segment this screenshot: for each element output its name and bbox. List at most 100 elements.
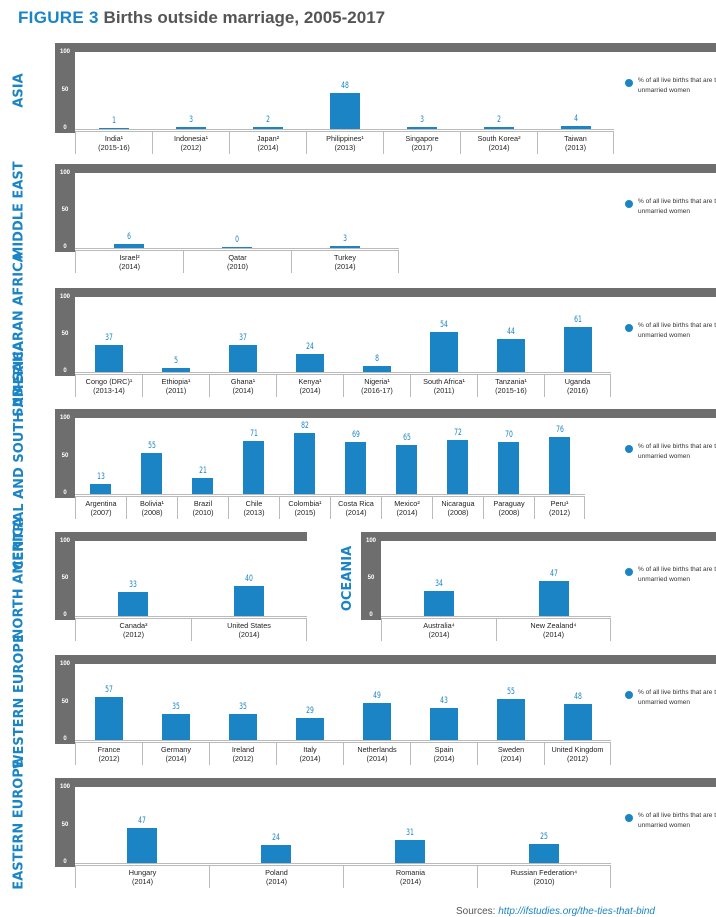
category-year: (2008) xyxy=(447,508,469,517)
bar-sub-saharan-africa xyxy=(496,339,525,372)
category-label: Paraguay (2008) xyxy=(483,497,534,519)
bar-sub-saharan-africa xyxy=(161,368,190,372)
category-label: Philippines¹ (2013) xyxy=(306,132,383,154)
bar-asia xyxy=(560,125,591,129)
legend: % of all live births that are to unmarri… xyxy=(625,811,716,831)
region-label-text: MIDDLE EAST xyxy=(11,160,27,260)
category-name: Taiwan xyxy=(564,134,587,143)
category-label: Singapore (2017) xyxy=(383,132,460,154)
category-label: Poland (2014) xyxy=(209,866,343,888)
category-row: Argentina (2007) Bolivia¹ (2008) Brazil (2010… xyxy=(75,496,585,519)
data-label: 57 xyxy=(104,685,113,696)
y-tick-label: 0 xyxy=(369,612,373,618)
legend-text: % of all live births that are to unmarri… xyxy=(638,443,716,460)
bar-western-europe xyxy=(563,704,592,740)
category-name: Nicaragua xyxy=(441,499,475,508)
bar-sub-saharan-africa xyxy=(295,354,324,372)
bar-middle-east xyxy=(222,246,252,248)
y-tick-label: 0 xyxy=(63,368,67,374)
category-row: Israel² (2014) Qatar (2010) Turkey (2014) xyxy=(75,250,399,273)
category-name: Peru¹ xyxy=(550,499,569,508)
category-label: Canada³ (2012) xyxy=(75,619,191,641)
region-label-middle-east: MIDDLE EAST xyxy=(6,160,32,260)
category-year: (2014) xyxy=(488,143,510,152)
legend: % of all live births that are to unmarri… xyxy=(625,688,716,708)
bar-western-europe xyxy=(496,698,525,740)
category-label: United Kingdom (2012) xyxy=(544,743,611,765)
category-name: United States xyxy=(227,621,271,630)
region-label-eastern-europe: EASTERN EUROPE xyxy=(6,759,32,889)
data-label: 4 xyxy=(573,113,578,124)
category-label: Nigeria¹ (2016-17) xyxy=(343,375,410,397)
category-label: Qatar (2010) xyxy=(183,251,291,273)
category-name: Philippines¹ xyxy=(326,134,364,143)
bar-asia xyxy=(98,127,129,129)
bar-asia xyxy=(252,127,283,129)
category-name: New Zealand⁴ xyxy=(530,621,577,630)
category-year: (2011) xyxy=(165,386,187,395)
category-name: Turkey xyxy=(333,253,357,262)
bar-sub-saharan-africa xyxy=(228,344,257,372)
category-label: Congo (DRC)¹ (2013-14) xyxy=(75,375,142,397)
panel-top-rule xyxy=(55,778,716,787)
category-label: Costa Rica (2014) xyxy=(330,497,381,519)
category-year: (2014) xyxy=(428,630,450,639)
y-tick-label: 50 xyxy=(367,575,375,581)
data-label: 69 xyxy=(351,430,360,441)
baseline xyxy=(75,494,585,495)
data-label: 5 xyxy=(173,356,178,367)
bar-asia xyxy=(406,126,437,129)
category-year: (2016) xyxy=(566,386,589,395)
panel-top-rule xyxy=(55,409,716,418)
data-label: 3 xyxy=(419,114,424,125)
category-label: Germany (2014) xyxy=(142,743,209,765)
bar-central-and-south-america xyxy=(498,441,519,494)
baseline xyxy=(75,740,611,741)
category-year: (2012) xyxy=(548,508,571,517)
bar-oceania xyxy=(423,590,454,616)
y-tick-label: 100 xyxy=(59,49,70,55)
data-label: 40 xyxy=(245,574,253,585)
baseline xyxy=(75,863,611,864)
data-label: 47 xyxy=(138,815,146,826)
category-name: Nigeria¹ xyxy=(364,377,390,386)
source-link[interactable]: http://ifstudies.org/the-ties-that-bind xyxy=(498,906,655,917)
category-year: (2014) xyxy=(345,508,367,517)
category-name: Germany xyxy=(160,745,191,754)
category-label: Mexico² (2014) xyxy=(381,497,432,519)
category-label: Tanzania¹ (2015-16) xyxy=(477,375,544,397)
category-year: (2014) xyxy=(265,877,288,886)
bar-central-and-south-america xyxy=(294,432,315,494)
y-axis-band xyxy=(55,288,75,376)
category-year: (2014) xyxy=(366,754,388,763)
category-label: Peru¹ (2012) xyxy=(534,497,585,519)
legend-swatch xyxy=(625,814,633,822)
category-year: (2015-16) xyxy=(98,143,130,152)
bar-central-and-south-america xyxy=(447,440,468,494)
y-tick-label: 100 xyxy=(59,415,70,421)
category-name: Australia⁴ xyxy=(423,621,455,630)
baseline xyxy=(75,372,611,373)
category-name: Congo (DRC)¹ xyxy=(85,377,133,386)
y-tick-label: 100 xyxy=(59,538,70,544)
data-label: 61 xyxy=(573,314,582,325)
bar-central-and-south-america xyxy=(396,445,417,494)
source-note: Sources: http://ifstudies.org/the-ties-t… xyxy=(456,906,655,917)
data-label: 1 xyxy=(111,115,116,126)
category-label: Australia⁴ (2014) xyxy=(381,619,496,641)
category-year: (2013) xyxy=(243,508,265,517)
bar-central-and-south-america xyxy=(549,437,570,494)
category-name: Sweden xyxy=(497,745,525,754)
region-label-north-america: NORTH AMERICA xyxy=(6,517,32,639)
category-year: (2016-17) xyxy=(361,386,393,395)
category-row: India¹ (2015-16) Indonesia¹ (2012) Japan² (20… xyxy=(75,131,614,154)
category-year: (2014) xyxy=(396,508,418,517)
category-row: France (2012) Germany (2014) Ireland (2012) It… xyxy=(75,742,611,765)
category-row: Hungary (2014) Poland (2014) Romania (2014) Ru… xyxy=(75,865,611,888)
category-row: Australia⁴ (2014) New Zealand⁴ (2014) xyxy=(381,618,611,641)
category-name: Singapore xyxy=(405,134,439,143)
category-year: (2010) xyxy=(533,877,555,886)
category-name: Argentina xyxy=(85,499,117,508)
bar-sub-saharan-africa xyxy=(563,326,592,372)
y-axis-band xyxy=(55,43,75,133)
